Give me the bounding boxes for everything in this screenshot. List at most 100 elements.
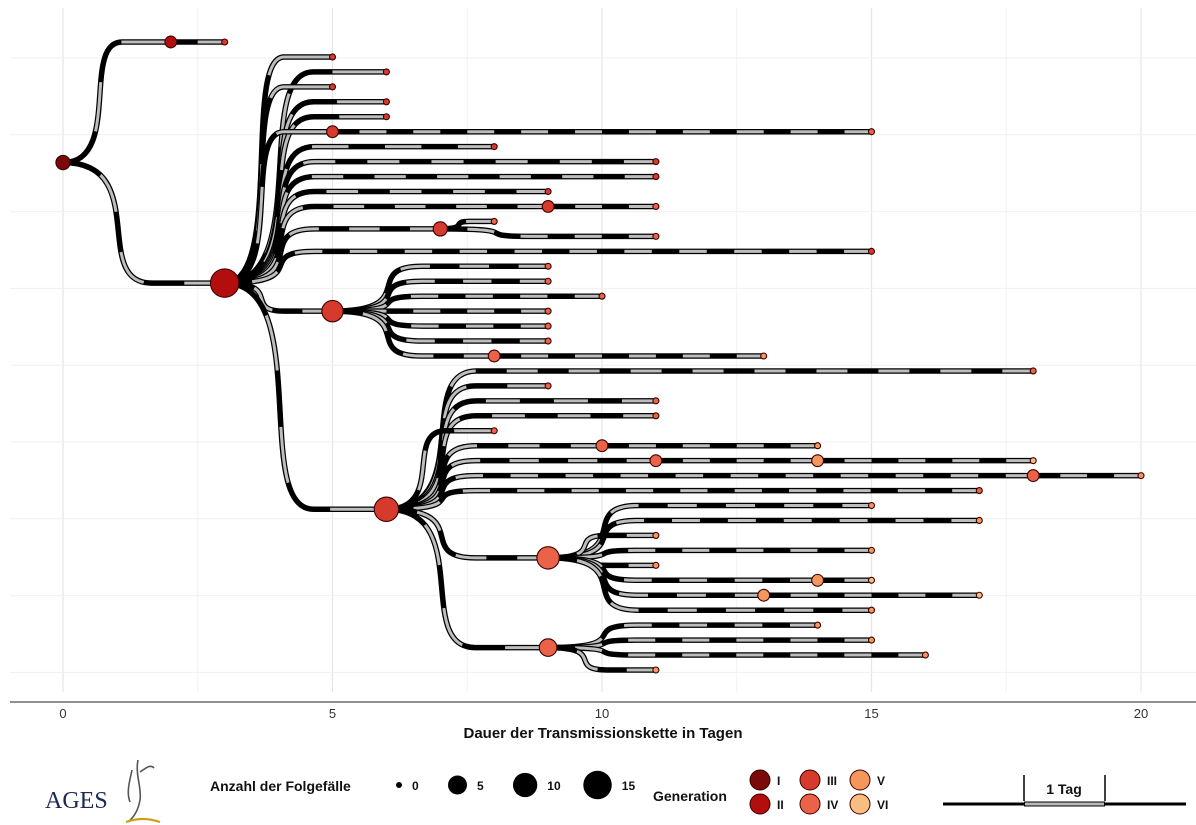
transmission-edge-day-band bbox=[548, 646, 656, 672]
case-node bbox=[652, 397, 660, 405]
case-node bbox=[649, 454, 663, 468]
case-node bbox=[541, 200, 555, 213]
case-node bbox=[382, 68, 390, 76]
transmission-edge-day-band bbox=[224, 227, 441, 285]
case-node bbox=[652, 561, 660, 569]
size-legend-label: 0 bbox=[412, 779, 419, 793]
x-axis-ticks: 0 5 10 15 20 bbox=[59, 706, 1148, 721]
case-node bbox=[490, 427, 498, 435]
generation-legend-label: III bbox=[827, 774, 837, 788]
case-node bbox=[598, 292, 606, 300]
generation-legend-marker bbox=[799, 793, 821, 815]
generation-legend-label: VI bbox=[877, 798, 888, 812]
generation-legend-title: Generation bbox=[653, 788, 727, 804]
transmission-edge-day-band bbox=[386, 444, 602, 511]
case-node bbox=[328, 53, 337, 61]
x-tick-label: 20 bbox=[1134, 706, 1148, 721]
case-node bbox=[328, 83, 337, 91]
generation-legend-label: I bbox=[777, 774, 780, 788]
transmission-edge-day-band bbox=[440, 219, 495, 231]
generation-legend-label: II bbox=[777, 798, 784, 812]
case-node bbox=[538, 638, 558, 657]
ages-logo: AGES bbox=[45, 759, 161, 824]
transmission-edge-day-band bbox=[548, 556, 764, 597]
size-legend: Anzahl der Folgefälle 0 5 10 15 bbox=[210, 770, 635, 800]
case-node bbox=[760, 352, 768, 360]
case-node bbox=[757, 588, 771, 602]
case-node bbox=[1026, 469, 1040, 483]
case-node bbox=[164, 35, 178, 49]
generation-legend-marker bbox=[749, 793, 771, 815]
case-node bbox=[867, 636, 876, 644]
transmission-edge-day-band bbox=[386, 507, 549, 560]
transmission-edge-day-band bbox=[332, 264, 549, 313]
x-tick-label: 5 bbox=[329, 706, 336, 721]
transmission-edge-day-band bbox=[224, 130, 333, 285]
case-node bbox=[867, 247, 876, 255]
case-node bbox=[1029, 367, 1037, 375]
transmission-edge-day-band bbox=[386, 459, 656, 511]
transmission-edge-day-band bbox=[386, 489, 980, 511]
transmission-edge-day-band bbox=[224, 281, 333, 313]
case-node bbox=[921, 651, 929, 659]
x-tick-label: 10 bbox=[595, 706, 609, 721]
case-node bbox=[487, 349, 501, 363]
nodes bbox=[55, 35, 1145, 674]
case-node bbox=[326, 125, 339, 139]
transmission-edge-day-band bbox=[62, 40, 171, 165]
case-node bbox=[975, 516, 983, 525]
case-node bbox=[811, 454, 825, 468]
case-node bbox=[811, 573, 825, 587]
x-tick-label: 15 bbox=[864, 706, 878, 721]
logo-swoosh-icon bbox=[125, 817, 161, 824]
case-node bbox=[432, 221, 448, 237]
case-node bbox=[595, 439, 609, 453]
size-legend-marker bbox=[396, 782, 402, 788]
scale-bar-label: 1 Tag bbox=[1046, 781, 1082, 797]
transmission-edge-day-band bbox=[332, 309, 495, 358]
svg-text:AGES: AGES bbox=[45, 788, 108, 814]
case-node bbox=[382, 98, 390, 106]
case-node bbox=[652, 232, 660, 240]
case-node bbox=[975, 487, 983, 495]
case-node bbox=[867, 576, 876, 584]
generation-legend-marker bbox=[849, 793, 871, 815]
transmission-edge-day-band bbox=[548, 556, 872, 612]
case-node bbox=[544, 187, 552, 196]
transmission-edge-day-band bbox=[548, 646, 926, 657]
case-node bbox=[544, 337, 552, 345]
case-node bbox=[544, 262, 552, 270]
transmission-edge-day-band bbox=[548, 533, 656, 560]
transmission-edge-day-band bbox=[62, 161, 225, 285]
case-node bbox=[867, 606, 876, 614]
case-node bbox=[814, 621, 822, 629]
case-node bbox=[544, 322, 552, 330]
generation-legend-label: IV bbox=[827, 798, 838, 812]
edges bbox=[60, 39, 1144, 673]
transmission-edge-day-band bbox=[440, 227, 656, 238]
case-node bbox=[814, 442, 822, 450]
transmission-edge-day-band bbox=[386, 507, 549, 650]
size-legend-label: 5 bbox=[477, 779, 484, 793]
size-legend-label: 10 bbox=[547, 779, 561, 793]
case-node bbox=[221, 38, 229, 46]
case-node bbox=[209, 268, 240, 298]
transmission-edge bbox=[60, 39, 174, 166]
generation-legend-marker bbox=[849, 769, 871, 791]
case-node bbox=[321, 299, 344, 323]
case-node bbox=[652, 412, 660, 420]
case-node bbox=[975, 591, 983, 599]
case-node bbox=[1029, 457, 1037, 465]
case-node bbox=[867, 128, 876, 136]
scale-bar: 1 Tag bbox=[943, 775, 1186, 807]
x-axis-title: Dauer der Transmissionskette in Tagen bbox=[464, 725, 743, 742]
case-node bbox=[490, 217, 498, 225]
generation-legend-marker bbox=[799, 769, 821, 791]
case-node bbox=[652, 531, 660, 539]
case-node bbox=[652, 202, 660, 211]
transmission-edge-day-band bbox=[548, 504, 872, 560]
case-node bbox=[652, 173, 660, 181]
case-node bbox=[1137, 472, 1145, 480]
transmission-edge-day-band bbox=[224, 249, 872, 285]
